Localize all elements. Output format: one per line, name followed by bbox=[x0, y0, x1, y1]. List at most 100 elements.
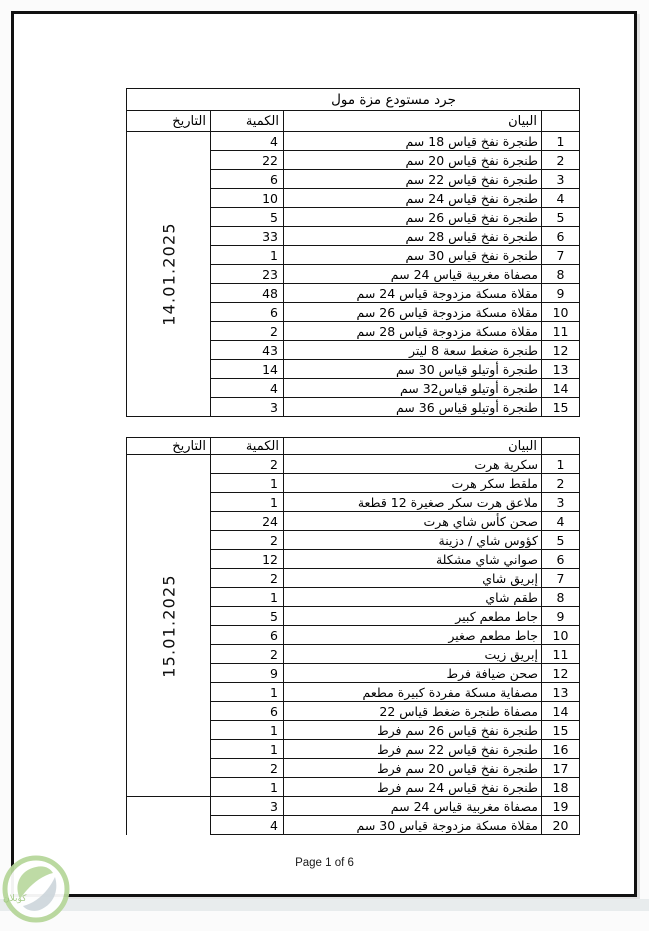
row-number: 2 bbox=[540, 150, 581, 170]
row-number: 7 bbox=[541, 568, 580, 588]
table-row: 10 طنجرة نفخ قياس 24 سم 4 bbox=[127, 188, 581, 208]
row-number: 10 bbox=[541, 625, 580, 645]
item-description: طنجرة أوتيلو قياس32 سم bbox=[283, 378, 542, 398]
row-number: 1 bbox=[541, 454, 580, 474]
item-quantity: 6 bbox=[210, 625, 284, 645]
item-description: إبريق شاي bbox=[283, 568, 542, 588]
row-number: 8 bbox=[540, 264, 581, 284]
item-quantity: 1 bbox=[210, 720, 284, 740]
table-row: 4 طنجرة أوتيلو قياس32 سم 14 bbox=[127, 378, 581, 398]
table-row: 2 إبريق زيت 11 bbox=[127, 644, 580, 664]
table-row: 3 طنجرة أوتيلو قياس 36 سم 15 bbox=[127, 397, 581, 417]
table-row: 6 جاط مطعم صغير 10 bbox=[127, 625, 580, 645]
item-description: طنجرة نفخ قياس 24 سم فرط bbox=[283, 777, 542, 797]
table-row: 1 طنجرة نفخ قياس 26 سم فرط 15 bbox=[127, 720, 580, 740]
row-number: 7 bbox=[540, 245, 581, 265]
item-description: طنجرة نفخ قياس 26 سم bbox=[283, 207, 542, 227]
item-description: إبريق زيت bbox=[283, 644, 542, 664]
row-number: 6 bbox=[541, 549, 580, 569]
item-description: طنجرة نفخ قياس 20 سم bbox=[283, 150, 542, 170]
item-description: طنجرة نفخ قياس 24 سم bbox=[283, 188, 542, 208]
item-quantity: 1 bbox=[210, 245, 284, 265]
item-quantity: 4 bbox=[210, 378, 284, 398]
table-row: 1 طنجرة نفخ قياس 30 سم 7 bbox=[127, 245, 581, 265]
row-number: 5 bbox=[541, 530, 580, 550]
row-number: 9 bbox=[540, 283, 581, 303]
item-quantity: 6 bbox=[210, 701, 284, 721]
item-description: مقلاة مسكة مزدوجة قياس 30 سم bbox=[283, 815, 542, 835]
item-quantity: 2 bbox=[210, 568, 284, 588]
table-row: 1 طنجرة نفخ قياس 22 سم فرط 16 bbox=[127, 739, 580, 759]
table-row: 24 صحن كأس شاي هرت 4 bbox=[127, 511, 580, 531]
row-number: 18 bbox=[541, 777, 580, 797]
item-quantity: 1 bbox=[210, 473, 284, 493]
row-number: 13 bbox=[541, 682, 580, 702]
date-cell: 14.01.2025 bbox=[126, 131, 211, 417]
column-header-number bbox=[541, 437, 580, 455]
row-number: 9 bbox=[541, 606, 580, 626]
item-description: مقلاة مسكة مزدوجة قياس 28 سم bbox=[283, 321, 542, 341]
item-quantity: 4 bbox=[210, 815, 284, 835]
document-title: جرد مستودع مزة مول bbox=[125, 88, 581, 111]
item-quantity: 14 bbox=[210, 359, 284, 379]
table-row: 43 طنجرة ضغط سعة 8 ليتر 12 bbox=[127, 340, 581, 360]
item-description: ملقط سكر هرت bbox=[283, 473, 542, 493]
item-description: طنجرة ضغط سعة 8 ليتر bbox=[283, 340, 542, 360]
column-header-date: التاريخ bbox=[126, 110, 211, 132]
item-quantity: 22 bbox=[210, 150, 284, 170]
item-description: مصفاة مغربية قياس 24 سم bbox=[283, 796, 542, 816]
item-description: طنجرة نفخ قياس 20 سم فرط bbox=[283, 758, 542, 778]
item-quantity: 2 bbox=[210, 454, 284, 474]
item-quantity: 23 bbox=[210, 264, 284, 284]
item-description: جاط مطعم كبير bbox=[283, 606, 542, 626]
row-number: 3 bbox=[541, 492, 580, 512]
row-number: 12 bbox=[541, 663, 580, 683]
row-number: 8 bbox=[541, 587, 580, 607]
row-number: 15 bbox=[541, 720, 580, 740]
item-description: سكرية هرت bbox=[283, 454, 542, 474]
title-row: جرد مستودع مزة مول bbox=[125, 88, 581, 111]
row-number: 10 bbox=[540, 302, 581, 322]
item-quantity: 24 bbox=[210, 511, 284, 531]
screen-bottom-strip bbox=[0, 899, 649, 911]
item-quantity: 48 bbox=[210, 283, 284, 303]
table-row: 2 إبريق شاي 7 bbox=[127, 568, 580, 588]
item-quantity: 5 bbox=[210, 207, 284, 227]
item-description: صحن كأس شاي هرت bbox=[283, 511, 542, 531]
brand-watermark-logo: كوبلان bbox=[0, 847, 80, 931]
item-description: طنجرة نفخ قياس 26 سم فرط bbox=[283, 720, 542, 740]
header-row: التاريخ الكمية البيان bbox=[126, 110, 581, 132]
row-number: 4 bbox=[540, 188, 581, 208]
table-row: 5 جاط مطعم كبير 9 bbox=[127, 606, 580, 626]
table-row: 14.01.2025 4 طنجرة نفخ قياس 18 سم 1 bbox=[126, 131, 581, 417]
row-number: 6 bbox=[540, 226, 581, 246]
table-row: 1 طقم شاي 8 bbox=[127, 587, 580, 607]
item-description: جاط مطعم صغير bbox=[283, 625, 542, 645]
row-number: 12 bbox=[540, 340, 581, 360]
table-row: 15.01.2025 2 سكرية هرت 1 bbox=[126, 454, 580, 797]
row-number: 20 bbox=[541, 815, 580, 835]
item-description: طنجرة نفخ قياس 22 سم bbox=[283, 169, 542, 189]
table-row: 3 مصفاة مغربية قياس 24 سم 19 bbox=[126, 796, 580, 835]
row-number: 11 bbox=[541, 644, 580, 664]
item-description: طنجرة نفخ قياس 28 سم bbox=[283, 226, 542, 246]
item-quantity: 2 bbox=[210, 321, 284, 341]
date-label: 15.01.2025 bbox=[159, 573, 178, 678]
item-description: طقم شاي bbox=[283, 587, 542, 607]
item-description: مصفاية مسكة مفردة كبيرة مطعم bbox=[283, 682, 542, 702]
item-description: ملاعق هرت سكر صغيرة 12 قطعة bbox=[283, 492, 542, 512]
item-quantity: 43 bbox=[210, 340, 284, 360]
item-quantity: 1 bbox=[210, 682, 284, 702]
item-quantity: 33 bbox=[210, 226, 284, 246]
date-label: 14.01.2025 bbox=[159, 222, 178, 326]
inventory-table-day1: جرد مستودع مزة مول التاريخ الكمية البيان… bbox=[125, 88, 581, 417]
row-number: 16 bbox=[541, 739, 580, 759]
item-description: مقلاة مسكة مزدوجة قياس 24 سم bbox=[283, 283, 542, 303]
item-quantity: 1 bbox=[210, 777, 284, 797]
row-number: 2 bbox=[541, 473, 580, 493]
item-description: طنجرة نفخ قياس 22 سم فرط bbox=[283, 739, 542, 759]
item-quantity: 1 bbox=[210, 492, 284, 512]
item-description: مصفاة طنجرة ضغط قياس 22 bbox=[283, 701, 542, 721]
table-row: 12 صواني شاي مشكلة 6 bbox=[127, 549, 580, 569]
item-description: صواني شاي مشكلة bbox=[283, 549, 542, 569]
